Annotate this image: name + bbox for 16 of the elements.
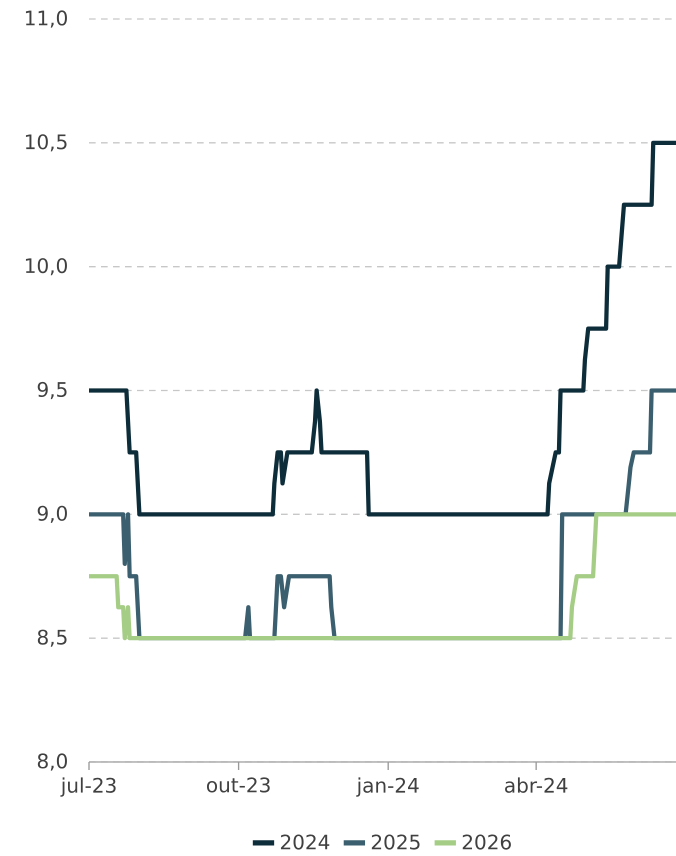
y-tick-label: 10,5 [26,134,67,152]
y-tick-label: 10,0 [26,258,67,276]
y-tick-label: 8,0 [38,753,67,771]
line-series [89,140,676,516]
legend-label: 2024 [280,834,330,850]
x-tick-label: jan-24 [356,777,419,797]
line-series [89,512,676,640]
y-tick-label: 8,5 [38,630,67,647]
y-tick-label: 9,5 [38,382,67,400]
y-tick-label: 9,0 [38,506,67,523]
legend-label: 2026 [462,834,511,850]
legend-label: 2025 [372,834,420,850]
x-tick-label: abr-24 [505,777,568,793]
x-tick-label: out-23 [206,777,270,793]
y-tick-label: 11,0 [26,10,67,28]
x-tick-label: jul-23 [60,777,116,797]
